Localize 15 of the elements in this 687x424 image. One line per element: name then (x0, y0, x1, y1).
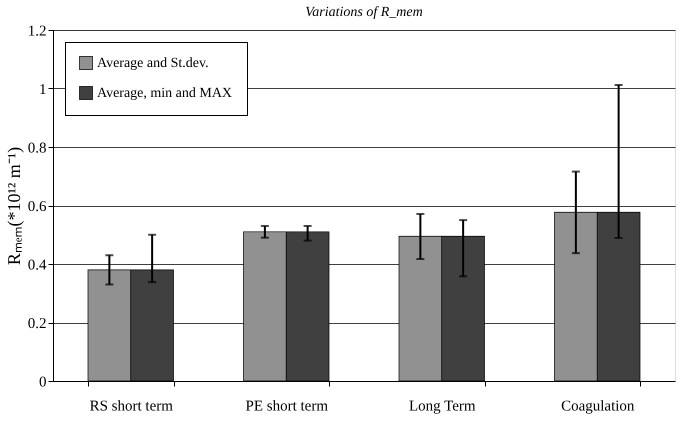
y-tick-label: 0.4 (28, 258, 47, 274)
y-tick-label: 1.2 (28, 24, 46, 40)
y-tick-label: 0.2 (28, 316, 46, 332)
legend-label: Average and St.dev. (97, 56, 209, 71)
y-tick-label: 0.8 (28, 140, 46, 156)
x-tick-label: Long Term (408, 398, 476, 414)
legend-label: Average, min and MAX (97, 86, 232, 101)
y-tick-label: 0 (39, 374, 46, 390)
y-tick-label: 0.6 (28, 199, 47, 215)
x-tick-label: PE short term (246, 398, 328, 414)
x-tick-label: Coagulation (561, 398, 635, 414)
y-axis-title: Rₘₑₘ(*10¹² m⁻¹) (4, 146, 24, 266)
x-tick-label: RS short term (90, 398, 174, 414)
chart-title: Variations of R_mem (305, 5, 423, 20)
y-tick-label: 1 (39, 82, 46, 98)
